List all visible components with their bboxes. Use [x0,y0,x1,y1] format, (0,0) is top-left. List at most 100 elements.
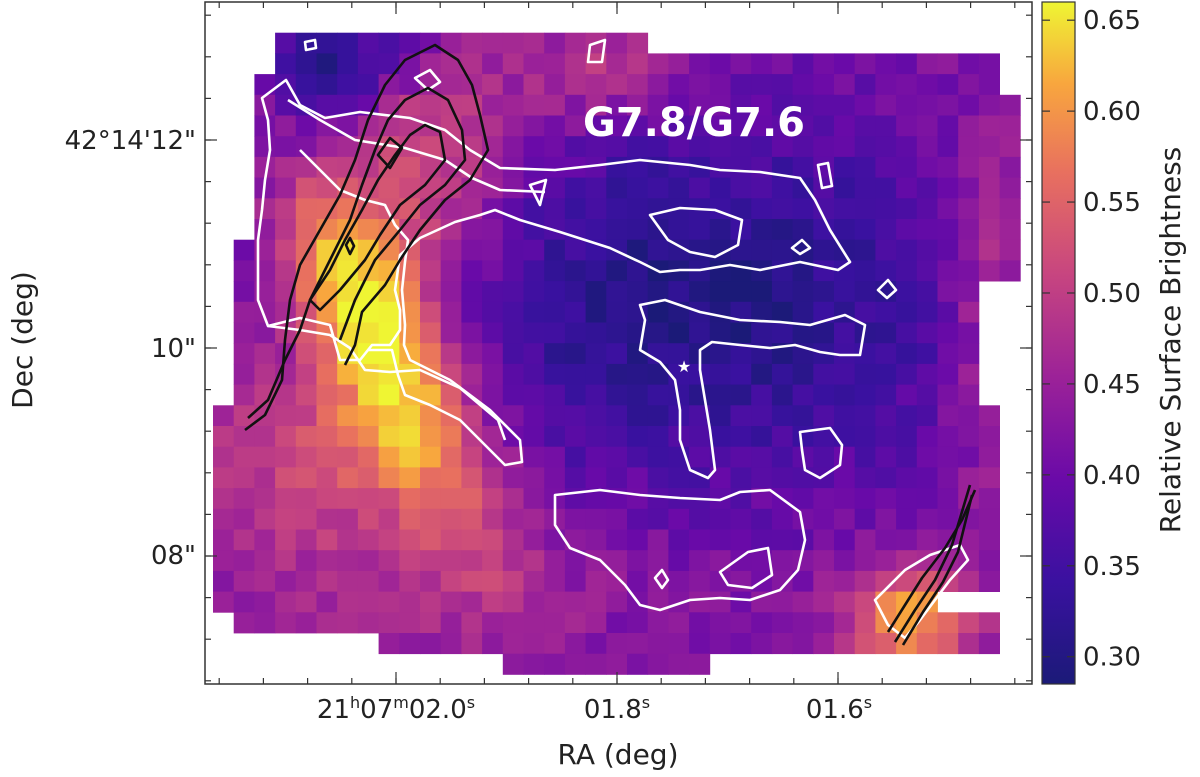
heatmap-cell [771,198,793,220]
heatmap-cell [606,343,628,365]
heatmap-cell [606,633,628,655]
heatmap-cell [233,591,255,613]
heatmap-cell [709,467,731,489]
heatmap-cell [502,322,524,344]
heatmap-cell [689,612,711,634]
heatmap-cell [751,467,773,489]
heatmap-cell [233,488,255,510]
heatmap-cell [461,260,483,282]
heatmap-cell [482,198,504,220]
heatmap-cell [295,115,317,137]
heatmap-cell [916,219,938,241]
heatmap-cell [440,260,462,282]
heatmap-cell [978,467,1000,489]
heatmap-cell [854,363,876,385]
heatmap-cell [896,260,918,282]
heatmap-cell [647,363,669,385]
heatmap-cell [585,446,607,468]
heatmap-cell [771,446,793,468]
heatmap-cell [689,508,711,530]
heatmap-cell [771,322,793,344]
heatmap-cell [502,177,524,199]
heatmap-cell [916,405,938,427]
heatmap-cell [316,446,338,468]
heatmap-cell [564,343,586,365]
heatmap-cell [295,488,317,510]
heatmap-cell [357,570,379,592]
heatmap-cell [834,260,856,282]
heatmap-cell [440,612,462,634]
heatmap-cell [916,260,938,282]
heatmap-cell [813,239,835,261]
heatmap-cell [854,426,876,448]
heatmap-cell [275,136,297,158]
heatmap-cell [854,219,876,241]
heatmap-cell [523,281,545,303]
heatmap-cell [482,446,504,468]
heatmap-cell [295,591,317,613]
heatmap-cell [709,550,731,572]
heatmap-cell [337,426,359,448]
heatmap-cell [275,32,297,54]
heatmap-cell [544,281,566,303]
heatmap-cell [564,633,586,655]
heatmap-cell [523,550,545,572]
heatmap-cell [316,508,338,530]
white-contour-north-ridge [287,98,546,194]
heatmap-cell [544,529,566,551]
heatmap-cell [606,301,628,323]
heatmap-cell [606,156,628,178]
heatmap-cell [978,529,1000,551]
heatmap-cell [709,136,731,158]
heatmap-cell [834,53,856,75]
heatmap-cell [337,322,359,344]
heatmap-cell [730,136,752,158]
heatmap-cell [627,281,649,303]
heatmap-cell [771,633,793,655]
heatmap-cell [295,426,317,448]
heatmap-cell [482,281,504,303]
heatmap-cell [544,136,566,158]
heatmap-cell [378,467,400,489]
heatmap-cell [357,550,379,572]
heatmap-cell [813,426,835,448]
heatmap-cell [482,219,504,241]
heatmap-cell [213,550,235,572]
heatmap-cell [461,115,483,137]
heatmap-cell [730,508,752,530]
heatmap-cell [482,74,504,96]
heatmap-cell [378,384,400,406]
heatmap-cell [585,570,607,592]
heatmap-cell [689,529,711,551]
heatmap-cell [502,301,524,323]
heatmap-cell [420,446,442,468]
heatmap-cell [523,384,545,406]
heatmap-cell [792,115,814,137]
heatmap-cell [606,384,628,406]
heatmap-cell [813,281,835,303]
heatmap-cell [999,177,1021,199]
heatmap-cell [834,115,856,137]
heatmap-cell [523,343,545,365]
heatmap-cell [771,219,793,241]
heatmap-cell [978,260,1000,282]
heatmap-cell [792,53,814,75]
heatmap-cell [896,94,918,116]
heatmap-cell [792,384,814,406]
colorbar-tick-label: 0.50 [1083,279,1141,309]
heatmap-cell [709,612,731,634]
heatmap-cell [875,570,897,592]
heatmap-cell [730,591,752,613]
heatmap-cell [875,550,897,572]
heatmap-cell [792,260,814,282]
heatmap-cell [834,550,856,572]
heatmap-cell [875,219,897,241]
heatmap-cell [999,219,1021,241]
heatmap-cell [357,508,379,530]
heatmap-cell [916,488,938,510]
heatmap-cell [647,177,669,199]
heatmap-cell [420,508,442,530]
heatmap-cell [316,612,338,634]
heatmap-cell [523,115,545,137]
